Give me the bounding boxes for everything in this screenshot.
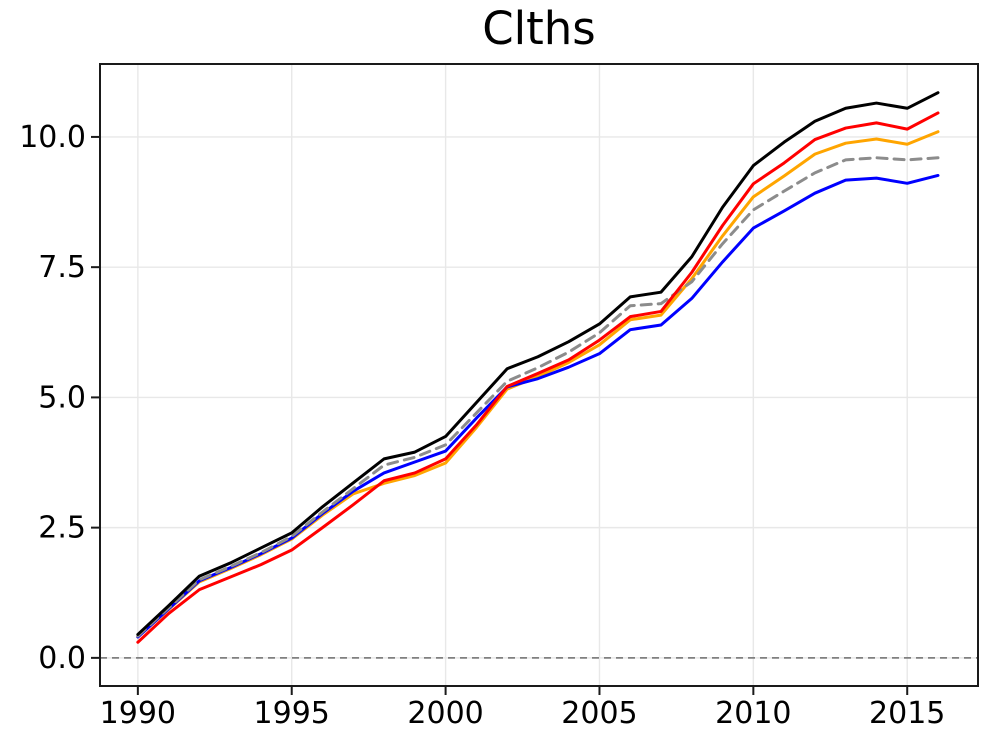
chart-title: Clths bbox=[482, 2, 596, 55]
x-tick-label: 2000 bbox=[407, 696, 483, 731]
x-tick-label: 2005 bbox=[561, 696, 637, 731]
x-tick-label: 2010 bbox=[715, 696, 791, 731]
y-tick-label: 2.5 bbox=[38, 511, 86, 546]
series-line-blue bbox=[136, 173, 940, 639]
series-line-red bbox=[136, 111, 940, 644]
y-tick-label: 7.5 bbox=[38, 250, 86, 285]
series-line-orange bbox=[136, 130, 940, 639]
series-line-gray-dashed bbox=[136, 156, 940, 638]
x-tick-label: 1990 bbox=[100, 696, 176, 731]
y-tick-label: 5.0 bbox=[38, 380, 86, 415]
y-tick-label: 0.0 bbox=[38, 641, 86, 676]
y-tick-label: 10.0 bbox=[19, 120, 86, 155]
x-tick-label: 2015 bbox=[869, 696, 945, 731]
series-line-black bbox=[136, 91, 940, 636]
x-tick-label: 1995 bbox=[254, 696, 330, 731]
plot-border bbox=[99, 63, 979, 687]
